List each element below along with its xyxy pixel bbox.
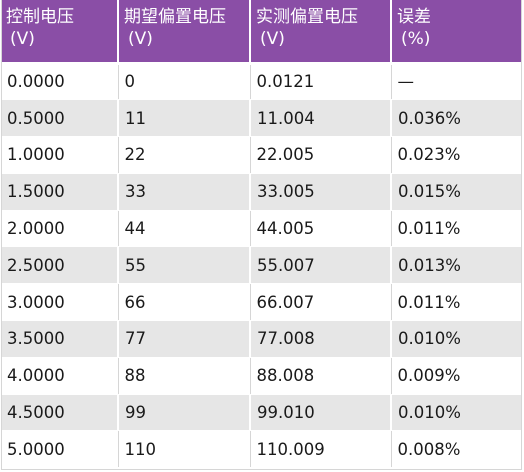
cell-expected-bias: 77	[118, 320, 251, 358]
header-control-voltage: 控制电压 (V)	[1, 0, 119, 65]
header-error-unit: (%)	[401, 29, 431, 49]
table-row: 2.0000 44 44.005 0.011%	[1, 210, 522, 248]
cell-expected-bias: 55	[118, 246, 251, 285]
cell-measured-bias: 11.004	[250, 99, 392, 138]
cell-measured-bias: 66.007	[250, 283, 392, 322]
cell-measured-bias: 99.010	[250, 394, 392, 432]
cell-expected-bias: 22	[118, 136, 251, 174]
cell-expected-bias: 66	[118, 283, 251, 322]
cell-measured-bias: 77.008	[250, 320, 392, 358]
cell-measured-bias: 33.005	[250, 173, 392, 211]
cell-error: 0.015%	[391, 173, 522, 211]
header-measured-bias-voltage-label: 实测偏置电压	[256, 7, 358, 27]
header-error-label: 误差	[397, 7, 431, 27]
cell-control-voltage: 1.0000	[1, 136, 119, 174]
table-row: 0.5000 11 11.004 0.036%	[1, 99, 522, 138]
cell-error: 0.011%	[391, 210, 522, 248]
cell-measured-bias: 88.008	[250, 357, 392, 395]
cell-expected-bias: 44	[118, 210, 251, 248]
header-measured-bias-voltage-unit: (V)	[260, 29, 285, 49]
table-row: 3.0000 66 66.007 0.011%	[1, 283, 522, 322]
header-control-voltage-unit: (V)	[10, 29, 35, 49]
header-control-voltage-label: 控制电压	[6, 7, 74, 27]
cell-error: 0.008%	[391, 430, 522, 469]
cell-control-voltage: 2.0000	[1, 210, 119, 248]
cell-control-voltage: 0.5000	[1, 99, 119, 138]
cell-control-voltage: 1.5000	[1, 173, 119, 211]
table-row: 5.0000 110 110.009 0.008%	[1, 430, 522, 469]
table-header: 控制电压 (V) 期望偏置电压 (V) 实测偏置电压 (V) 误差 (%)	[1, 0, 522, 65]
cell-expected-bias: 33	[118, 173, 251, 211]
cell-expected-bias: 88	[118, 357, 251, 395]
header-error: 误差 (%)	[391, 0, 522, 65]
cell-control-voltage: 3.5000	[1, 320, 119, 358]
cell-error: 0.009%	[391, 357, 522, 395]
cell-control-voltage: 3.0000	[1, 283, 119, 322]
cell-measured-bias: 22.005	[250, 136, 392, 174]
cell-measured-bias: 110.009	[250, 430, 392, 469]
cell-expected-bias: 11	[118, 99, 251, 138]
cell-error: 0.036%	[391, 99, 522, 138]
table-body: 0.0000 0 0.0121 — 0.5000 11 11.004 0.036…	[1, 63, 522, 469]
cell-error: 0.010%	[391, 394, 522, 432]
cell-control-voltage: 5.0000	[1, 430, 119, 469]
cell-expected-bias: 0	[118, 63, 251, 101]
table-row: 1.0000 22 22.005 0.023%	[1, 136, 522, 174]
cell-measured-bias: 55.007	[250, 246, 392, 285]
header-expected-bias-voltage-unit: (V)	[128, 29, 153, 49]
cell-error: 0.010%	[391, 320, 522, 358]
cell-error: 0.013%	[391, 246, 522, 285]
header-expected-bias-voltage: 期望偏置电压 (V)	[118, 0, 251, 65]
cell-error: 0.011%	[391, 283, 522, 322]
table-row: 2.5000 55 55.007 0.013%	[1, 246, 522, 285]
header-measured-bias-voltage: 实测偏置电压 (V)	[250, 0, 392, 65]
cell-expected-bias: 110	[118, 430, 251, 469]
header-expected-bias-voltage-label: 期望偏置电压	[124, 7, 226, 27]
table-row: 1.5000 33 33.005 0.015%	[1, 173, 522, 211]
cell-error: 0.023%	[391, 136, 522, 174]
header-row: 控制电压 (V) 期望偏置电压 (V) 实测偏置电压 (V) 误差 (%)	[1, 0, 522, 65]
cell-measured-bias: 0.0121	[250, 63, 392, 101]
table-row: 4.5000 99 99.010 0.010%	[1, 394, 522, 432]
cell-error: —	[391, 63, 522, 101]
table-row: 0.0000 0 0.0121 —	[1, 63, 522, 101]
table-row: 3.5000 77 77.008 0.010%	[1, 320, 522, 358]
cell-control-voltage: 4.0000	[1, 357, 119, 395]
table-row: 4.0000 88 88.008 0.009%	[1, 357, 522, 395]
cell-control-voltage: 0.0000	[1, 63, 119, 101]
cell-measured-bias: 44.005	[250, 210, 392, 248]
cell-control-voltage: 4.5000	[1, 394, 119, 432]
cell-control-voltage: 2.5000	[1, 246, 119, 285]
cell-expected-bias: 99	[118, 394, 251, 432]
